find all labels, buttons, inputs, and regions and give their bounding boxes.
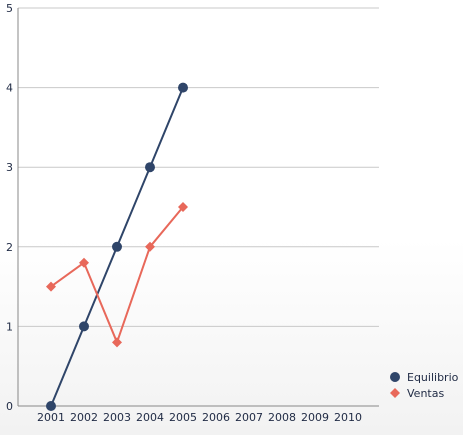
data-point [145,162,155,173]
data-point [112,241,122,252]
data-point [79,257,89,268]
data-point [79,321,89,332]
y-tick-label: 5 [6,2,13,15]
x-tick-label: 2008 [268,411,296,424]
data-point [46,401,56,411]
series-equilibrio [46,82,188,411]
x-tick-label: 2007 [235,411,263,424]
data-point [178,82,188,93]
data-point [178,202,188,212]
y-tick-label: 0 [6,400,13,413]
legend: Equilibrio Ventas [390,371,459,400]
x-tick-label: 2004 [136,411,164,424]
data-point [145,241,155,252]
x-tick-label: 2003 [103,411,131,424]
x-tick-label: 2009 [301,411,329,424]
y-tick-label: 4 [6,82,13,95]
y-tick-labels: 0 1 2 3 4 5 [6,2,13,413]
series-ventas [46,202,188,348]
legend-item: Equilibrio [390,371,459,384]
axes [17,8,379,407]
legend-label: Equilibrio [407,371,459,384]
series-line [50,206,184,344]
x-tick-label: 2010 [334,411,362,424]
y-tick-label: 2 [6,241,13,254]
x-tick-label: 2005 [169,411,197,424]
y-tick-label: 1 [6,320,13,333]
legend-diamond-marker [390,388,400,398]
x-tick-label: 2002 [70,411,98,424]
legend-label: Ventas [407,387,444,400]
data-point [112,337,122,348]
data-point [46,281,56,292]
x-tick-label: 2006 [202,411,230,424]
x-tick-label: 2001 [37,411,65,424]
y-tick-label: 3 [6,161,13,174]
x-tick-labels: 2001 2002 2003 2004 2005 2006 2007 2008 2009 2010 [37,411,362,424]
legend-circle-marker [390,372,400,382]
legend-item: Ventas [390,387,444,400]
series [46,82,188,411]
gridlines [18,7,379,327]
